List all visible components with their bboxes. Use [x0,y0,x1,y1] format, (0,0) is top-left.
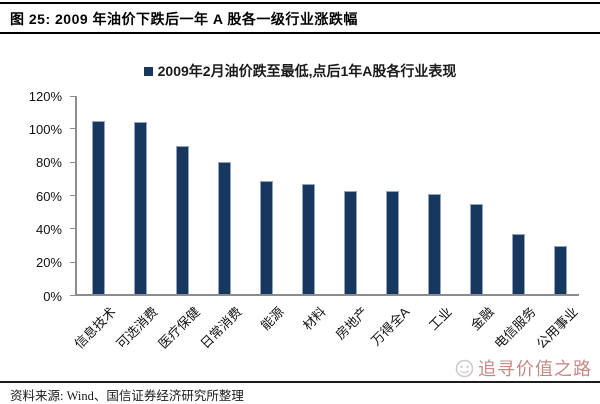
watermark-text: 追寻价值之路 [478,359,592,379]
plot-area [75,96,579,296]
figure-bottom-rule [0,381,600,383]
bar-10 [469,204,483,294]
y-axis-tick-label: 20% [35,255,62,271]
y-axis-tick [70,261,75,263]
figure-title: 图 25: 2009 年油价下跌后一年 A 股各一级行业涨跌幅 [10,11,358,27]
bar-12 [553,245,567,294]
x-category-label: 工业 [425,304,455,334]
y-axis-tick [70,195,75,196]
bar-1 [91,120,105,294]
bar-9 [427,194,441,294]
y-axis-tick-label: 0% [43,288,62,304]
bar-7 [343,190,357,294]
legend-label: 2009年2月油价跌至最低,点后1年A股各行业表现 [157,63,457,79]
x-category-label: 信息技术 [71,304,119,352]
watermark-logo-icon [455,359,474,377]
y-axis-tick-label: 100% [28,121,62,137]
bar-11 [511,234,525,294]
x-category-label: 公用事业 [533,304,581,352]
y-axis-tick [70,128,75,130]
source-note: 资料来源: Wind、国信证券经济研究所整理 [10,389,244,403]
y-axis-tick [70,295,75,296]
bar-6 [301,184,315,294]
y-axis-tick-label: 60% [35,188,62,204]
bar-4 [217,162,231,294]
y-axis-tick-label: 80% [35,155,62,171]
y-axis-tick [70,96,75,97]
x-category-label: 日常消费 [197,304,245,352]
y-axis: 0% 20% 40% 60% 80% 100% 120% [0,89,75,304]
title-divider-rule [0,32,600,34]
y-axis-tick-label: 120% [28,88,62,104]
x-category-label: 材料 [299,304,329,334]
y-axis-tick-label: 40% [35,221,62,237]
watermark: 追寻价值之路 [455,357,592,379]
legend-marker-icon [143,67,153,76]
y-axis-tick [70,161,75,163]
x-category-label: 能源 [257,304,287,334]
x-category-label: 电信服务 [491,304,539,352]
bar-5 [259,180,273,294]
x-category-label: 可选消费 [113,304,161,352]
x-category-label: 房地产 [332,304,371,343]
x-category-label: 万得全A [368,304,413,349]
bar-3 [175,145,189,294]
chart-legend: 2009年2月油价跌至最低,点后1年A股各行业表现 [0,61,600,81]
x-category-label: 医疗保健 [155,304,203,352]
bar-8 [385,190,399,294]
bar-2 [133,122,147,294]
y-axis-tick [70,228,75,230]
figure-top-rule [0,2,600,4]
x-category-label: 金融 [467,304,497,334]
